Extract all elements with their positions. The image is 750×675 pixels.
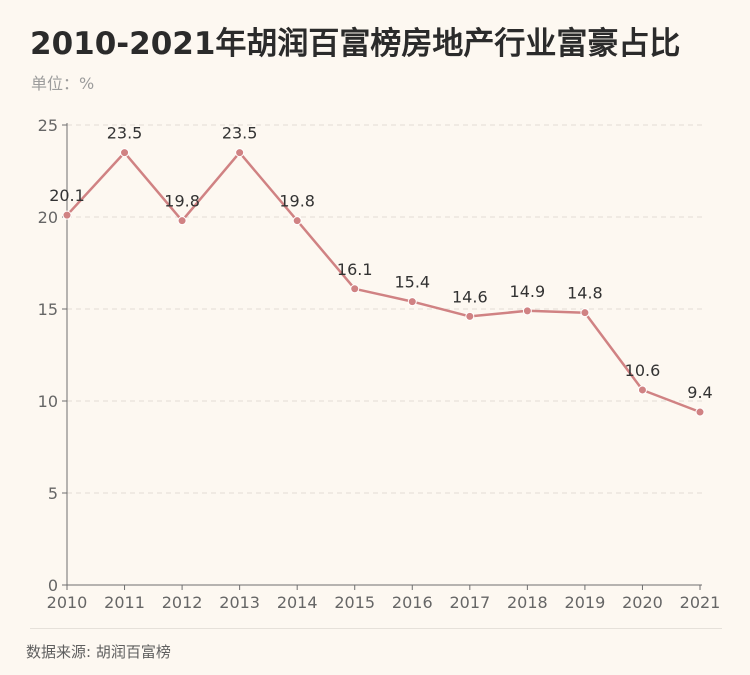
data-label: 19.8	[279, 192, 315, 211]
data-label: 14.9	[510, 282, 546, 301]
data-label: 19.8	[164, 192, 200, 211]
x-tick-label: 2010	[47, 593, 88, 612]
data-label: 15.4	[394, 273, 430, 292]
chart-title: 2010-2021年胡润百富榜房地产行业富豪占比	[30, 26, 681, 62]
data-point	[407, 297, 417, 307]
x-tick-label: 2020	[622, 593, 663, 612]
y-tick-label: 20	[38, 208, 58, 227]
x-tick-label: 2017	[449, 593, 490, 612]
y-tick-label: 15	[38, 300, 58, 319]
data-point	[695, 407, 705, 417]
x-tick-label: 2019	[565, 593, 606, 612]
x-tick-label: 2013	[219, 593, 260, 612]
data-point	[235, 148, 245, 158]
x-tick-label: 2018	[507, 593, 548, 612]
data-label: 14.8	[567, 284, 603, 303]
data-point	[292, 216, 302, 226]
x-tick-label: 2012	[162, 593, 203, 612]
y-tick-label: 5	[48, 484, 58, 503]
y-tick-label: 0	[48, 576, 58, 595]
data-label: 10.6	[625, 361, 661, 380]
series-line	[66, 151, 701, 414]
unit-label: 单位：%	[31, 74, 95, 93]
data-point	[580, 308, 590, 318]
data-point	[62, 210, 72, 220]
x-tick-label: 2015	[334, 593, 375, 612]
data-label: 20.1	[49, 186, 85, 205]
x-tick-label: 2014	[277, 593, 318, 612]
y-tick-label: 10	[38, 392, 58, 411]
data-point	[120, 148, 130, 158]
data-point	[637, 385, 647, 395]
footer-divider	[30, 628, 722, 629]
data-label: 23.5	[222, 124, 258, 143]
data-label: 14.6	[452, 287, 488, 306]
x-tick-label: 2021	[680, 593, 721, 612]
data-point	[465, 311, 475, 321]
data-label: 23.5	[107, 124, 143, 143]
y-tick-label: 25	[38, 116, 58, 135]
x-tick-label: 2016	[392, 593, 433, 612]
data-point	[350, 284, 360, 294]
data-label: 16.1	[337, 260, 373, 279]
x-tick-label: 2011	[104, 593, 145, 612]
data-point	[522, 306, 532, 316]
data-point	[177, 216, 187, 226]
data-label: 9.4	[687, 383, 712, 402]
data-source: 数据来源: 胡润百富榜	[26, 643, 171, 661]
